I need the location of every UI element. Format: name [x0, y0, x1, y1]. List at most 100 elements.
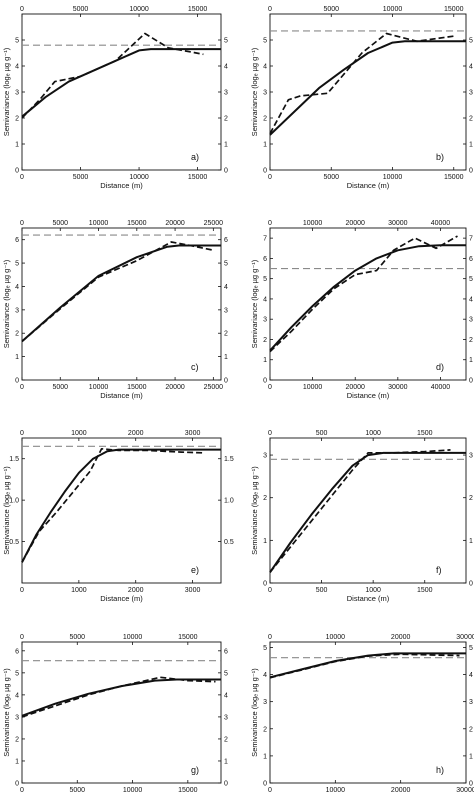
- y-tick-label-left: 3: [263, 317, 267, 324]
- x-tick-label-top: 5000: [323, 6, 339, 13]
- x-tick-label-bottom: 0: [268, 787, 272, 793]
- x-tick-label-top: 25000: [204, 220, 224, 227]
- x-tick-label-bottom: 5000: [52, 384, 68, 391]
- x-tick-label-top: 40000: [431, 220, 451, 227]
- x-tick-label-top: 0: [268, 6, 272, 13]
- y-tick-label-right: 2: [224, 736, 228, 743]
- x-tick-label-top: 0: [268, 220, 272, 227]
- y-tick-label-right: 1: [469, 538, 473, 545]
- x-tick-label-top: 5000: [52, 220, 68, 227]
- x-tick-label-bottom: 15000: [188, 174, 208, 181]
- x-tick-label-bottom: 3000: [185, 587, 201, 594]
- y-tick-label-right: 1: [469, 357, 473, 364]
- y-axis-title: Semivariance (logₑ µg g⁻¹): [250, 466, 259, 555]
- x-tick-label-top: 15000: [127, 220, 147, 227]
- y-tick-label-right: 6: [469, 256, 473, 263]
- y-tick-label-left: 2: [263, 337, 267, 344]
- plot-frame: [269, 227, 467, 381]
- y-axis-title: Semivariance (logₑ µg g⁻¹): [2, 259, 11, 348]
- y-tick-label-right: 0: [469, 378, 473, 385]
- x-tick-label-bottom: 10000: [303, 384, 323, 391]
- y-tick-label-left: 2: [263, 726, 267, 733]
- x-tick-label-bottom: 5000: [323, 174, 339, 181]
- y-tick-label-left: 0: [15, 168, 19, 175]
- x-tick-label-top: 0: [20, 430, 24, 437]
- x-tick-label-bottom: 10000: [89, 384, 109, 391]
- plot-frame: [269, 641, 467, 784]
- y-tick-label-left: 0: [263, 781, 267, 788]
- y-tick-label-right: 0: [224, 168, 228, 175]
- x-tick-label-top: 0: [20, 220, 24, 227]
- y-tick-label-right: 3: [224, 90, 228, 97]
- x-tick-label-top: 1000: [365, 430, 381, 437]
- y-tick-label-left: 4: [263, 672, 267, 679]
- y-tick-label-left: 5: [15, 261, 19, 268]
- x-tick-label-bottom: 10000: [383, 174, 403, 181]
- x-tick-label-bottom: 0: [268, 587, 272, 594]
- x-axis-title: Distance (m): [100, 594, 143, 603]
- x-tick-label-bottom: 0: [20, 787, 24, 793]
- x-tick-label-top: 2000: [128, 430, 144, 437]
- plot-frame: [21, 641, 222, 784]
- y-tick-label-left: 0: [263, 168, 267, 175]
- y-tick-label-right: 4: [224, 692, 228, 699]
- x-tick-label-top: 15000: [188, 6, 208, 13]
- y-tick-label-right: 5: [469, 276, 473, 283]
- y-tick-label-right: 1: [224, 354, 228, 361]
- x-tick-label-bottom: 40000: [431, 384, 451, 391]
- y-tick-label-left: 1: [15, 354, 19, 361]
- y-tick-label-left: 4: [15, 64, 19, 71]
- x-axis-title: Distance (m): [100, 391, 143, 400]
- y-tick-label-left: 5: [263, 645, 267, 652]
- plot-frame: [21, 227, 222, 381]
- y-axis-title: Semivariance (logₑ µg g⁻¹): [250, 668, 259, 757]
- y-tick-label-left: 4: [15, 692, 19, 699]
- y-tick-label-right: 4: [469, 672, 473, 679]
- x-tick-label-bottom: 0: [20, 587, 24, 594]
- y-tick-label-right: 5: [224, 670, 228, 677]
- x-tick-label-bottom: 0: [268, 174, 272, 181]
- y-tick-label-right: 1: [469, 142, 473, 149]
- x-tick-label-top: 0: [20, 634, 24, 641]
- y-tick-label-left: 1: [263, 753, 267, 760]
- x-tick-label-top: 10000: [123, 634, 143, 641]
- chart-panel-c: 0050005000100001000015000150002000020000…: [2, 220, 228, 400]
- x-tick-label-top: 10000: [383, 6, 403, 13]
- y-axis-title: Semivariance (logₑ µg g⁻¹): [2, 466, 11, 555]
- x-tick-label-top: 5000: [73, 6, 89, 13]
- x-tick-label-top: 30000: [456, 634, 474, 641]
- empirical-curve: [21, 241, 214, 343]
- x-axis-title: Distance (m): [100, 181, 143, 190]
- y-tick-label-left: 5: [15, 670, 19, 677]
- y-tick-label-left: 2: [263, 116, 267, 123]
- y-tick-label-right: 4: [469, 64, 473, 71]
- x-tick-label-top: 3000: [185, 430, 201, 437]
- y-tick-label-right: 0: [469, 781, 473, 788]
- empirical-curve: [21, 32, 204, 119]
- x-tick-label-top: 10000: [129, 6, 149, 13]
- x-tick-label-top: 10000: [326, 634, 346, 641]
- model-curve: [21, 678, 221, 717]
- x-tick-label-top: 1500: [417, 430, 433, 437]
- panel-label: c): [191, 362, 199, 372]
- y-tick-label-left: 7: [263, 236, 267, 243]
- x-tick-label-bottom: 5000: [69, 787, 85, 793]
- model-curve: [269, 451, 466, 573]
- y-tick-label-left: 0: [263, 581, 267, 588]
- x-tick-label-bottom: 0: [20, 384, 24, 391]
- y-tick-label-right: 0: [224, 781, 228, 788]
- y-axis-title: Semivariance (logₑ µg g⁻¹): [250, 259, 259, 348]
- y-tick-label-left: 3: [263, 453, 267, 460]
- y-tick-label-left: 2: [15, 331, 19, 338]
- x-tick-label-top: 30000: [388, 220, 408, 227]
- y-tick-label-left: 6: [263, 256, 267, 263]
- empirical-curve: [269, 449, 451, 573]
- model-curve: [21, 448, 221, 563]
- x-tick-label-top: 15000: [444, 6, 464, 13]
- y-tick-label-left: 3: [263, 699, 267, 706]
- x-tick-label-top: 15000: [178, 634, 198, 641]
- x-tick-label-bottom: 2000: [128, 587, 144, 594]
